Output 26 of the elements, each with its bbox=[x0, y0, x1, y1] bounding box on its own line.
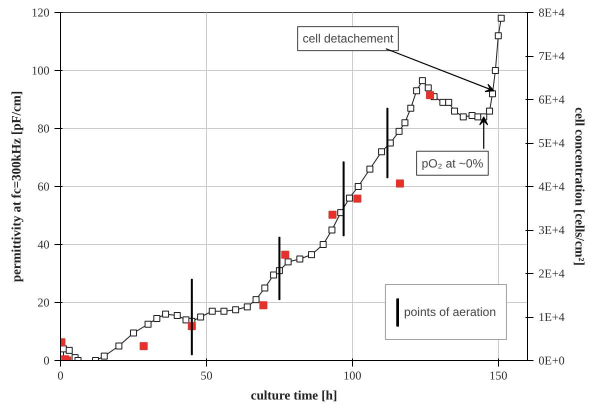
y-tick-label: 0 bbox=[44, 354, 50, 368]
x-tick-label: 150 bbox=[489, 368, 508, 382]
y-tick-label: 60 bbox=[38, 180, 50, 194]
y2-tick-label: 2E+4 bbox=[538, 266, 565, 280]
y2-tick-label: 6E+4 bbox=[538, 92, 565, 106]
y-tick-label: 120 bbox=[32, 6, 50, 20]
y2-tick-label: 3E+4 bbox=[538, 223, 565, 237]
y2-axis-title: cell concentration [cells/cm²] bbox=[572, 107, 588, 266]
y2-tick-label: 1E+4 bbox=[538, 310, 565, 324]
y2-tick-label: 0E+0 bbox=[538, 354, 565, 368]
x-tick-label: 0 bbox=[58, 368, 64, 382]
y2-tick-label: 8E+4 bbox=[538, 6, 565, 20]
x-tick-label: 100 bbox=[343, 368, 362, 382]
y-axis-title: permittivity at fc=300kHz [pF/cm] bbox=[8, 90, 24, 282]
y2-tick-label: 4E+4 bbox=[538, 180, 565, 194]
annotation: pO₂ at ~0% bbox=[422, 156, 484, 170]
y-tick-label: 80 bbox=[38, 122, 50, 136]
y-tick-label: 100 bbox=[32, 64, 50, 78]
x-axis-title: culture time [h] bbox=[250, 388, 338, 402]
y2-tick-label: 5E+4 bbox=[538, 136, 565, 150]
annotation: cell detachement bbox=[302, 32, 394, 46]
y-tick-label: 40 bbox=[38, 238, 50, 252]
legend-label: points of aeration bbox=[404, 305, 496, 319]
y-tick-label: 20 bbox=[38, 296, 50, 310]
x-tick-label: 50 bbox=[200, 368, 212, 382]
y2-tick-label: 7E+4 bbox=[538, 49, 565, 63]
